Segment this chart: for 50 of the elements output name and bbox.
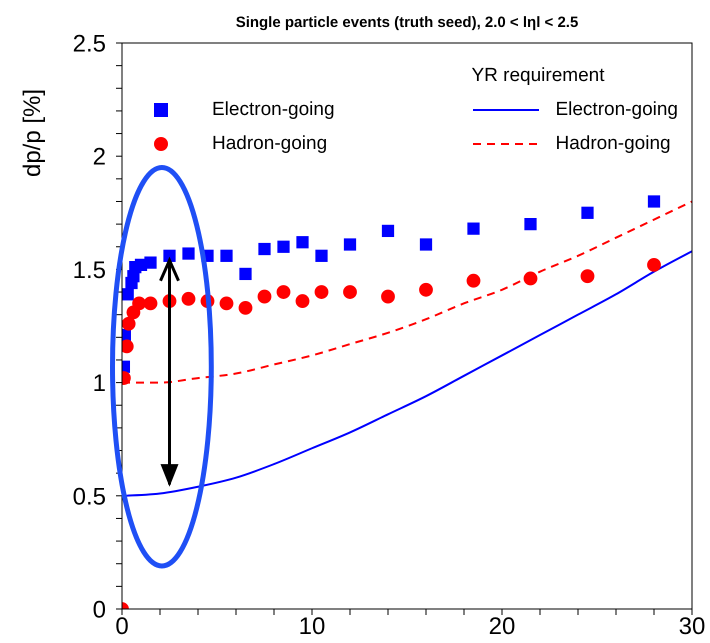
- point: [163, 250, 176, 262]
- point: [420, 238, 432, 251]
- legend-label: Electron-going: [212, 99, 335, 121]
- point: [144, 296, 158, 310]
- annotation: YR requirement: [471, 65, 606, 88]
- point: [580, 269, 594, 284]
- y-tick-label: 2: [92, 144, 106, 171]
- x-tick-label: 0: [115, 613, 129, 640]
- point: [315, 250, 328, 262]
- point: [467, 222, 480, 235]
- y-tick-label: 1.5: [72, 256, 106, 284]
- legend-label: Hadron-going: [555, 133, 671, 155]
- point: [239, 268, 252, 280]
- point: [276, 285, 290, 299]
- point: [524, 272, 538, 286]
- point: [647, 258, 661, 272]
- point: [182, 292, 196, 306]
- point: [314, 285, 328, 299]
- point: [277, 240, 290, 253]
- y-axis-title: dp/p [%]: [19, 88, 47, 178]
- y-tick-label: 1: [92, 370, 106, 398]
- point: [648, 195, 660, 208]
- point: [122, 316, 136, 331]
- x-tick-label: 10: [298, 613, 326, 640]
- point: [296, 236, 309, 248]
- point: [581, 206, 594, 219]
- point: [296, 294, 310, 308]
- point: [382, 224, 394, 238]
- y-tick-label: 0.5: [72, 483, 106, 510]
- point: [220, 250, 233, 262]
- point: [343, 285, 357, 299]
- x-tick-label: 20: [488, 613, 516, 640]
- point: [258, 290, 272, 304]
- point: [220, 296, 234, 310]
- point: [524, 218, 537, 230]
- legend-label: Hadron-going: [212, 133, 328, 155]
- chart-title: Single particle events (truth seed), 2.0 < lηl < 2.5: [234, 14, 580, 31]
- point: [182, 247, 195, 260]
- point: [419, 282, 433, 297]
- point: [122, 288, 134, 300]
- point: [132, 296, 146, 310]
- point: [344, 238, 356, 251]
- point: [258, 242, 271, 256]
- x-tick-label: 30: [678, 613, 706, 640]
- point: [144, 256, 157, 269]
- point: [381, 290, 395, 304]
- legend-label: Electron-going: [555, 99, 678, 121]
- point: [466, 274, 480, 288]
- point: [238, 300, 252, 315]
- y-tick-label: 2.5: [72, 30, 106, 58]
